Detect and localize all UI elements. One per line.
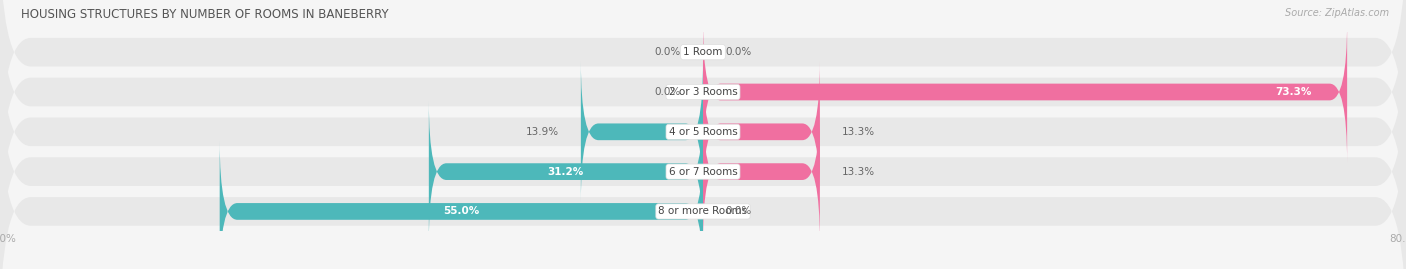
Text: 0.0%: 0.0%: [655, 47, 681, 57]
Text: 55.0%: 55.0%: [443, 206, 479, 217]
FancyBboxPatch shape: [581, 61, 703, 203]
Text: Source: ZipAtlas.com: Source: ZipAtlas.com: [1285, 8, 1389, 18]
FancyBboxPatch shape: [429, 100, 703, 243]
FancyBboxPatch shape: [0, 86, 1406, 269]
Text: HOUSING STRUCTURES BY NUMBER OF ROOMS IN BANEBERRY: HOUSING STRUCTURES BY NUMBER OF ROOMS IN…: [21, 8, 388, 21]
Text: 73.3%: 73.3%: [1275, 87, 1312, 97]
Text: 8 or more Rooms: 8 or more Rooms: [658, 206, 748, 217]
Text: 4 or 5 Rooms: 4 or 5 Rooms: [669, 127, 737, 137]
FancyBboxPatch shape: [219, 140, 703, 269]
Text: 0.0%: 0.0%: [725, 206, 751, 217]
FancyBboxPatch shape: [703, 21, 1347, 163]
Text: 6 or 7 Rooms: 6 or 7 Rooms: [669, 167, 737, 177]
FancyBboxPatch shape: [703, 100, 820, 243]
Text: 1 Room: 1 Room: [683, 47, 723, 57]
Text: 13.9%: 13.9%: [526, 127, 560, 137]
Text: 13.3%: 13.3%: [842, 127, 875, 137]
Text: 2 or 3 Rooms: 2 or 3 Rooms: [669, 87, 737, 97]
FancyBboxPatch shape: [703, 61, 820, 203]
FancyBboxPatch shape: [0, 0, 1406, 217]
FancyBboxPatch shape: [0, 47, 1406, 269]
FancyBboxPatch shape: [0, 7, 1406, 257]
Text: 13.3%: 13.3%: [842, 167, 875, 177]
Text: 0.0%: 0.0%: [725, 47, 751, 57]
FancyBboxPatch shape: [0, 0, 1406, 177]
Text: 31.2%: 31.2%: [548, 167, 583, 177]
Text: 0.0%: 0.0%: [655, 87, 681, 97]
